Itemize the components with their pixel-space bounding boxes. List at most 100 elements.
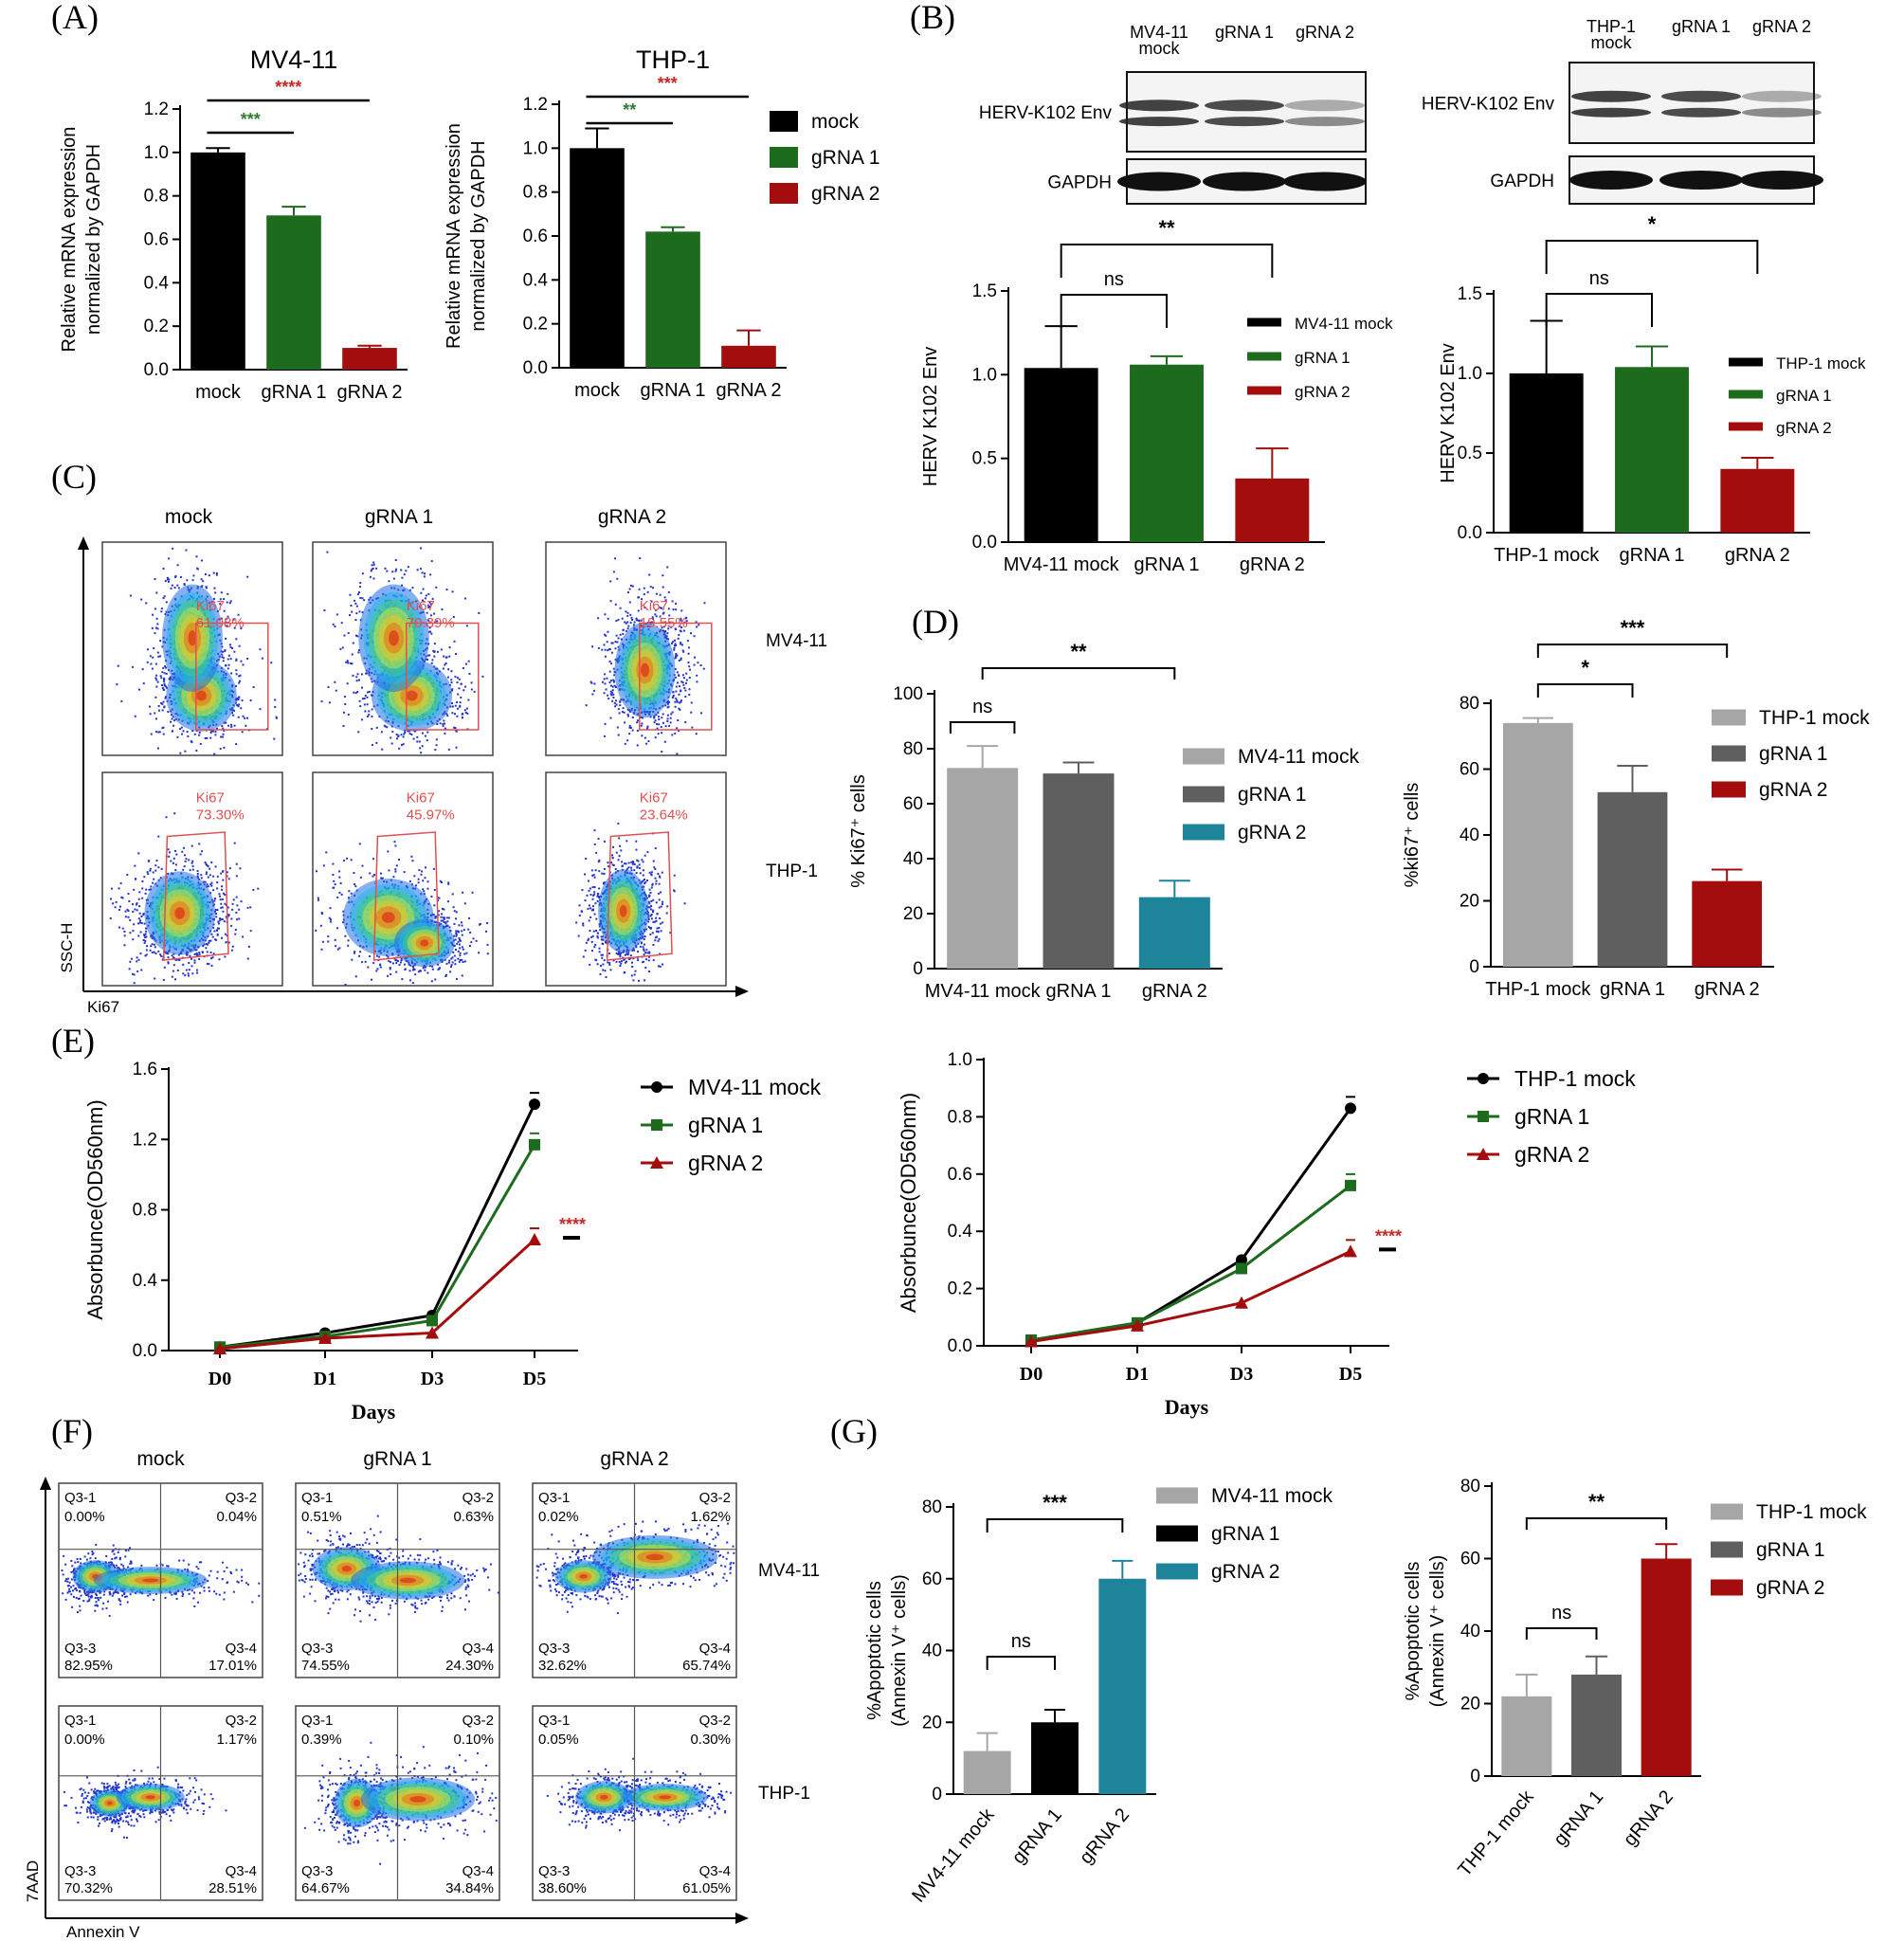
event-dot xyxy=(154,677,157,680)
event-dot xyxy=(596,934,599,937)
event-dot xyxy=(144,936,147,939)
event-dot xyxy=(604,648,607,651)
panel-letter-b: (B) xyxy=(910,0,955,36)
event-dot xyxy=(613,670,616,673)
event-dot xyxy=(662,721,665,724)
event-dot xyxy=(417,970,420,973)
event-dot xyxy=(123,934,126,937)
event-dot xyxy=(153,647,155,650)
event-dot xyxy=(658,875,661,878)
event-dot xyxy=(661,871,663,874)
event-dot xyxy=(235,862,238,865)
event-dot xyxy=(590,681,593,684)
event-dot xyxy=(119,905,122,908)
event-dot xyxy=(676,699,679,702)
event-dot xyxy=(678,701,680,704)
event-dot xyxy=(149,867,152,870)
event-dot xyxy=(403,871,406,874)
event-dot xyxy=(600,938,603,941)
event-dot xyxy=(170,860,172,862)
event-dot xyxy=(208,939,210,942)
event-dot xyxy=(428,621,431,624)
event-dot xyxy=(127,893,130,896)
event-dot xyxy=(684,681,687,684)
event-dot xyxy=(417,878,420,880)
event-dot xyxy=(347,631,350,634)
event-dot xyxy=(644,854,646,857)
event-dot xyxy=(231,902,234,905)
event-dot xyxy=(157,655,160,658)
event-dot xyxy=(595,917,598,920)
event-dot xyxy=(212,926,215,929)
event-dot xyxy=(434,621,437,624)
event-dot xyxy=(275,717,278,719)
event-dot xyxy=(164,579,167,582)
event-dot xyxy=(606,641,608,644)
event-dot xyxy=(371,680,373,683)
event-dot xyxy=(189,869,191,872)
event-dot xyxy=(129,918,132,921)
event-dot xyxy=(424,597,426,600)
event-dot xyxy=(210,965,213,968)
event-dot xyxy=(183,854,186,857)
event-dot xyxy=(456,930,459,933)
event-dot xyxy=(366,715,369,717)
event-dot xyxy=(680,643,682,645)
event-dot xyxy=(358,843,361,845)
event-dot xyxy=(338,891,341,894)
event-dot xyxy=(636,956,639,959)
event-dot xyxy=(177,587,180,590)
event-dot xyxy=(486,921,489,924)
event-dot xyxy=(176,564,179,567)
event-dot xyxy=(238,675,241,678)
event-dot xyxy=(389,968,391,970)
event-dot xyxy=(357,679,360,681)
event-dot xyxy=(336,927,339,930)
event-dot xyxy=(423,966,426,969)
event-dot xyxy=(224,894,227,897)
event-dot xyxy=(242,715,245,717)
event-dot xyxy=(164,685,167,688)
event-dot xyxy=(400,734,403,736)
event-dot xyxy=(198,731,201,734)
event-dot xyxy=(240,900,243,903)
event-dot xyxy=(449,705,452,708)
event-dot xyxy=(137,688,140,691)
event-dot xyxy=(418,869,421,872)
event-dot xyxy=(155,674,158,677)
event-dot xyxy=(249,906,252,909)
event-dot xyxy=(674,627,677,630)
event-dot xyxy=(180,726,183,729)
event-dot xyxy=(230,725,233,728)
event-dot xyxy=(601,648,604,651)
event-dot xyxy=(602,969,605,971)
event-dot xyxy=(182,972,185,975)
event-dot xyxy=(676,727,679,730)
event-dot xyxy=(358,648,361,651)
event-dot xyxy=(235,638,238,641)
event-dot xyxy=(589,680,592,683)
event-dot xyxy=(588,880,590,882)
event-dot xyxy=(173,587,176,590)
event-dot xyxy=(444,925,447,928)
event-dot xyxy=(162,597,165,600)
event-dot xyxy=(451,961,454,964)
event-dot xyxy=(392,876,395,879)
event-dot xyxy=(460,682,462,685)
event-dot xyxy=(360,673,363,676)
event-dot xyxy=(235,697,238,699)
event-dot xyxy=(695,621,698,624)
event-dot xyxy=(659,917,662,920)
event-dot xyxy=(626,953,629,956)
event-dot xyxy=(154,946,156,949)
event-dot xyxy=(154,952,157,955)
event-dot xyxy=(625,610,627,613)
event-dot xyxy=(230,917,233,920)
event-dot xyxy=(455,977,458,980)
event-dot xyxy=(170,720,172,723)
event-dot xyxy=(352,674,354,677)
event-dot xyxy=(457,677,460,680)
event-dot xyxy=(628,588,631,590)
event-dot xyxy=(188,974,190,977)
event-dot xyxy=(270,662,273,664)
